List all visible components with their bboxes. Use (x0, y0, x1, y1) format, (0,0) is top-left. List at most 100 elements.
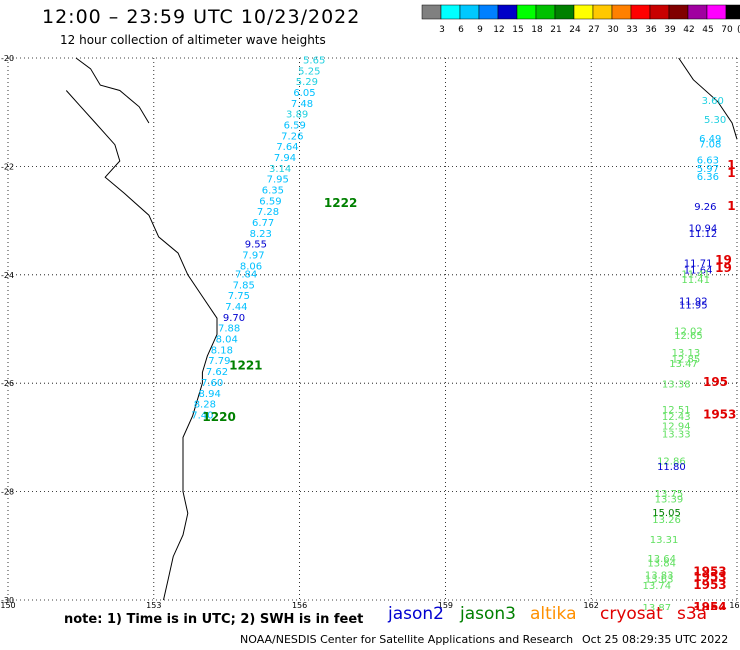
legend-label: 18 (531, 25, 543, 35)
wave-height-value: 7.40 (191, 410, 213, 421)
wave-height-value: 11.71 (684, 259, 713, 270)
wave-height-value: 8.23 (250, 229, 272, 240)
wave-height-value: 7.48 (291, 99, 313, 110)
wave-height-value: 12.94 (662, 421, 691, 432)
wave-height-value: 7.84 (235, 270, 257, 281)
wave-height-value: 5.30 (704, 115, 726, 126)
wave-height-value: 8.04 (216, 335, 238, 346)
wave-height-value: 7.79 (208, 356, 230, 367)
time-label: 1954 (693, 600, 726, 610)
time-label: 1953 (693, 570, 726, 584)
lat-tick-label: -22 (1, 162, 14, 171)
time-label: 1220 (202, 410, 235, 424)
wave-height-value: 13.87 (642, 603, 671, 610)
legend-label: 27 (588, 25, 599, 35)
wave-height-value: 13.84 (647, 558, 676, 569)
track-main: 5.655.255.296.057.483.896.597.267.647.94… (191, 55, 325, 421)
legend-label: 70 (721, 25, 733, 35)
wave-height-value: 6.35 (262, 186, 284, 197)
wave-height-value: 9.55 (245, 240, 267, 251)
footer-credit: NOAA/NESDIS Center for Satellite Applica… (240, 633, 574, 646)
wave-height-value: 13.38 (662, 380, 691, 391)
legend-label: 21 (550, 25, 561, 35)
lat-tick-label: -24 (1, 271, 14, 280)
wave-height-value: 13.74 (642, 581, 671, 592)
wave-height-value: 3.60 (702, 96, 724, 107)
page-title: 12:00 – 23:59 UTC 10/23/2022 (42, 6, 361, 28)
wave-height-value: 3.89 (286, 110, 308, 121)
wave-height-value: 13.13 (672, 348, 701, 359)
wave-height-value: 13.39 (655, 494, 684, 505)
wave-height-value: 11.92 (679, 297, 708, 308)
legend-label: 3 (439, 25, 445, 35)
wave-height-value: 12.65 (674, 331, 703, 342)
wave-height-value: 7.28 (257, 207, 279, 218)
wave-height-value: 6.49 (699, 134, 721, 145)
mission-jason2: jason2 (388, 604, 444, 624)
altimeter-map: 150 153 156 159 162 165 -20 -22 -24 -26 -28 -30 5.65… (0, 54, 740, 610)
wave-height-value: 13.47 (669, 359, 698, 370)
wave-height-value: 12.85 (672, 355, 701, 366)
track-right: 3.605.306.497.086.635.976.369.2610.9411.… (642, 96, 726, 610)
legend-unit: (ft) (737, 25, 740, 35)
time-labels: 1222122112201111919195195319531953195319… (202, 158, 736, 610)
legend-label: 6 (458, 25, 464, 35)
lat-tick-label: -26 (1, 379, 14, 388)
wave-height-value: 7.62 (206, 367, 228, 378)
time-label: 1953 (703, 407, 736, 421)
lon-tick-label: 165 (729, 601, 740, 610)
wave-height-value: 6.77 (252, 218, 274, 229)
legend-label: 12 (493, 25, 504, 35)
time-label: 1222 (324, 196, 357, 210)
wave-height-value: 7.97 (242, 251, 264, 262)
wave-height-value: 5.25 (298, 66, 320, 77)
wave-height-value: 6.59 (259, 196, 281, 207)
wave-height-value: 13.63 (645, 575, 674, 586)
wave-height-value: 6.59 (284, 120, 306, 131)
coastline-north (75, 57, 150, 124)
wave-height-value: 11.80 (657, 462, 686, 473)
wave-height-value: 8.18 (211, 345, 233, 356)
lon-tick-label: 159 (438, 601, 453, 610)
wave-height-value: 11.41 (681, 275, 710, 286)
wave-height-value: 13.83 (645, 570, 674, 581)
wave-height-value: 13.26 (652, 515, 681, 526)
wave-height-value: 7.26 (281, 131, 303, 142)
wave-height-value: 5.97 (697, 164, 719, 175)
footer-timestamp: Oct 25 08:29:35 UTC 2022 (582, 633, 729, 646)
wave-height-value: 13.31 (650, 535, 679, 546)
wave-height-value: 13.81 (642, 608, 671, 610)
legend-label: 30 (607, 25, 619, 35)
lon-tick-label: 156 (292, 601, 307, 610)
time-label: 1 (727, 166, 735, 180)
legend-label: 36 (645, 25, 657, 35)
wave-height-value: 5.29 (296, 77, 318, 88)
wave-height-value: 15.05 (652, 508, 681, 519)
page-subtitle: 12 hour collection of altimeter wave hei… (60, 33, 326, 47)
legend-label: 42 (683, 25, 694, 35)
wave-height-value: 11.12 (689, 229, 718, 240)
wave-height-value: 8.06 (240, 261, 262, 272)
lon-tick-label: 150 (0, 601, 15, 610)
legend-label: 33 (626, 25, 637, 35)
time-label: 19 (715, 253, 732, 267)
wave-height-value: 13.33 (662, 429, 691, 440)
wave-height-value: 5.65 (303, 55, 325, 66)
wave-height-value: 11.95 (679, 300, 708, 311)
wave-height-value: 9.26 (694, 202, 716, 213)
lon-tick-label: 162 (584, 601, 599, 610)
time-label: 1954 (693, 604, 726, 610)
wave-height-value: 6.36 (697, 172, 719, 183)
lat-tick-label: -30 (1, 596, 14, 605)
time-label: 19 (715, 261, 732, 275)
wave-height-value: 12.51 (662, 405, 691, 416)
wave-height-value: 7.75 (228, 291, 250, 302)
wave-height-value: 7.85 (233, 280, 255, 291)
time-label: 195 (703, 375, 728, 389)
lat-tick-label: -28 (1, 488, 14, 497)
legend-swatch (725, 4, 740, 20)
wave-height-value: 7.60 (201, 378, 223, 389)
wave-height-value: 7.64 (276, 142, 298, 153)
legend-label: 39 (664, 25, 676, 35)
